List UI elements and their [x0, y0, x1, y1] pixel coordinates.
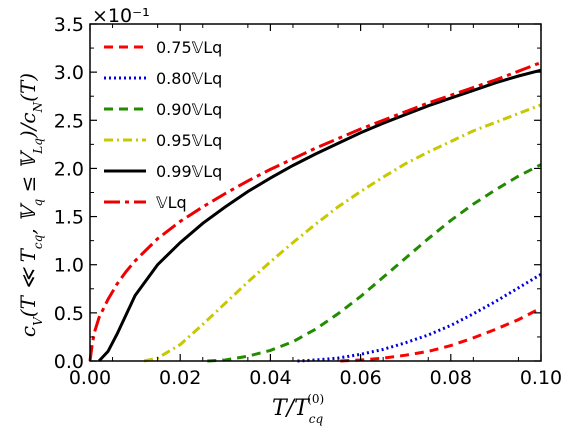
y-tick-label: 3.0	[54, 62, 84, 84]
y-axis-label: cV(T ≪ Tcq, 𝕍q ≤ 𝕍Lq)/cN(T)	[16, 73, 45, 337]
series-line-6	[88, 61, 542, 362]
legend-label-4: 0.95𝕍Lq	[156, 131, 222, 150]
y-tick-label: 0.5	[54, 303, 84, 325]
legend-label-2: 0.80𝕍Lq	[156, 69, 222, 88]
legend-label-1: 0.75𝕍Lq	[156, 38, 222, 57]
x-tick-label: 0.08	[430, 367, 472, 389]
legend-label-6: 𝕍Lq	[156, 193, 187, 212]
legend: 0.75𝕍Lq 0.80𝕍Lq 0.90𝕍Lq 0.95𝕍Lq 0.99𝕍Lq 𝕍Lq	[104, 38, 222, 212]
legend-label-5: 0.99𝕍Lq	[156, 162, 222, 181]
y-tick-label: 3.5	[54, 14, 84, 36]
x-tick-label: 0.10	[520, 367, 562, 389]
x-axis-label: T/Tcq(0)	[272, 392, 324, 426]
y-tick-label: 0.0	[54, 351, 84, 373]
y-tick-label: 1.0	[54, 255, 84, 277]
x-tick-label: 0.00	[69, 367, 111, 389]
series-line-1	[340, 306, 542, 363]
svg-text:cV(T ≪ Tcq, 𝕍q ≤ 𝕍Lq)/cN(T): cV(T ≪ Tcq, 𝕍q ≤ 𝕍Lq)/cN(T)	[16, 73, 45, 337]
series-layer	[88, 61, 542, 363]
x-tick-label: 0.06	[339, 367, 381, 389]
x-tick-label: 0.02	[159, 367, 201, 389]
svg-text:T/Tcq(0): T/Tcq(0)	[272, 392, 324, 426]
series-line-5	[97, 68, 542, 363]
legend-label-3: 0.90𝕍Lq	[156, 100, 222, 119]
y-tick-label: 2.5	[54, 110, 84, 132]
y-multiplier: ×10⁻¹	[92, 5, 150, 27]
y-tick-label: 1.5	[54, 207, 84, 229]
y-tick-label: 2.0	[54, 158, 84, 180]
x-tick-label: 0.04	[249, 367, 291, 389]
series-line-3	[207, 163, 542, 363]
series-line-4	[143, 103, 542, 363]
series-line-2	[297, 273, 542, 363]
ticks-layer: 0.00 0.02 0.04 0.06 0.08 0.10 0.0 0.5 1.0 1.5 2.0 2…	[54, 14, 562, 389]
